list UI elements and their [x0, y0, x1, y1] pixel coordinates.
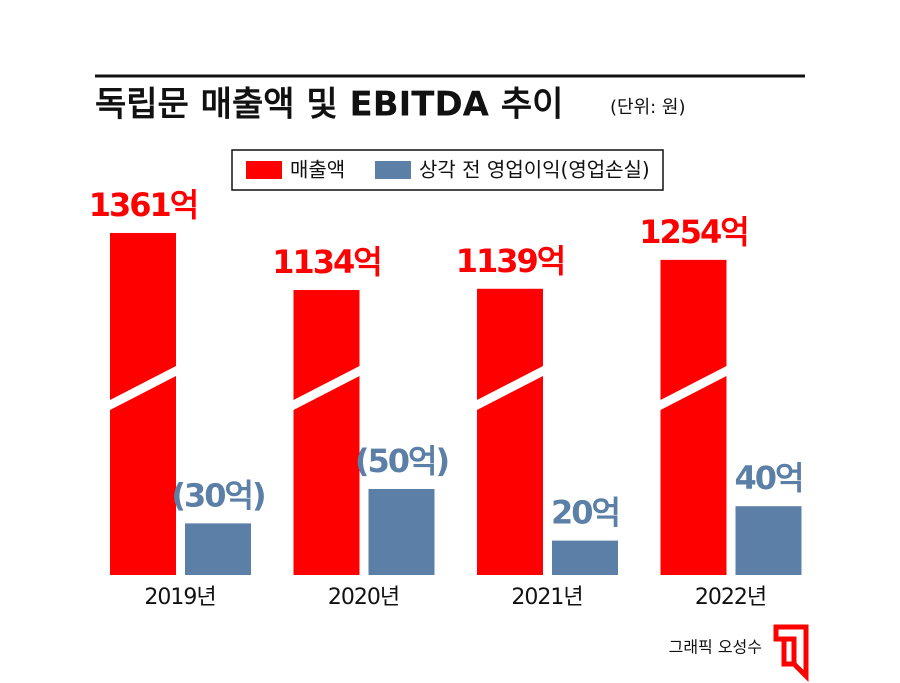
x-tick-label: 2019년: [144, 585, 215, 610]
value-label: 1139억: [456, 242, 565, 280]
x-tick-label: 2021년: [511, 585, 582, 610]
axis-break: [477, 366, 543, 410]
axis-break: [293, 366, 360, 410]
bar: [660, 259, 727, 575]
value-label: 1134억: [272, 243, 381, 281]
logo: [773, 624, 809, 683]
value-label: 1361억: [89, 186, 198, 224]
legend-box: [231, 149, 664, 191]
chart-title: 독립문 매출액 및 EBITDA 추이: [95, 85, 563, 125]
value-label: (50억): [355, 442, 448, 480]
chart-subtitle: (단위: 원): [610, 97, 686, 118]
x-tick-label: 2020년: [328, 585, 399, 610]
x-tick-label: 2022년: [695, 585, 766, 610]
credit: 그래픽 오성수: [669, 638, 762, 657]
axis-break: [110, 366, 176, 410]
legend-label: 매출액: [290, 158, 345, 182]
value-label: 20억: [551, 494, 619, 532]
bar: [477, 288, 543, 575]
value-label: 1254억: [639, 213, 748, 251]
bar: [735, 506, 802, 575]
bar: [293, 290, 360, 575]
bar: [368, 489, 435, 575]
axis-break: [660, 366, 727, 410]
value-label: 40억: [735, 459, 803, 497]
legend-swatch: [246, 161, 282, 179]
legend-label: 상각 전 영업이익(영업손실): [419, 158, 650, 182]
legend-swatch: [375, 161, 411, 179]
bar: [185, 523, 251, 575]
bar: [552, 540, 618, 575]
value-label: (30억): [171, 476, 264, 514]
